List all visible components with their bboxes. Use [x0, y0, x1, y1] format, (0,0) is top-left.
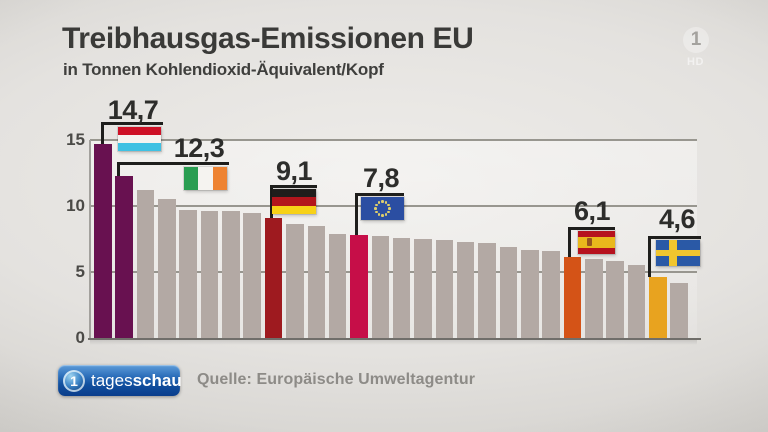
bar [606, 261, 624, 338]
callout-connector-horizontal [648, 236, 701, 239]
bar [179, 209, 197, 338]
bar [499, 246, 518, 338]
value-label-schweden: 4,6 [658, 204, 696, 234]
y-axis-tick-label: 15 [66, 130, 85, 149]
callout-connector-vertical [117, 162, 120, 176]
value-label-spanien: 6,1 [573, 196, 611, 226]
bar-eu [350, 235, 368, 338]
callout-connector-vertical [355, 193, 358, 236]
x-axis-baseline [88, 338, 701, 340]
bar [392, 237, 411, 338]
bar [328, 233, 347, 338]
tagesschau-logo: 1 tagesschau [58, 365, 182, 396]
bar [307, 225, 325, 338]
bar [414, 239, 432, 338]
callout-connector-vertical [101, 122, 104, 144]
value-label-deutschland: 9,1 [275, 156, 313, 186]
bar [243, 212, 261, 338]
callout-connector-vertical [568, 227, 571, 258]
callout-connector-vertical [648, 236, 651, 278]
page-subtitle: in Tonnen Kohlendioxid-Äquivalent/Kopf [63, 60, 384, 79]
bar [136, 190, 155, 338]
eu-flag-icon [361, 197, 404, 220]
bar [200, 211, 219, 338]
bar [670, 282, 688, 338]
das-erste-one-glyph: 1 [690, 29, 702, 50]
bar-deutschland [264, 217, 283, 338]
ard-logo-icon: 1 [63, 369, 85, 392]
page-title: Treibhausgas-Emissionen EU [62, 22, 474, 55]
value-label-irland: 12,3 [173, 133, 225, 163]
bar [371, 236, 390, 338]
value-label-luxemburg: 14,7 [107, 95, 159, 125]
bar [222, 211, 240, 338]
bar [286, 224, 304, 338]
bar-luxemburg [94, 143, 112, 338]
bar [435, 240, 454, 338]
callout-connector-horizontal [117, 162, 229, 165]
spain-flag-icon [578, 231, 615, 254]
bar [158, 199, 176, 338]
callout-connector-horizontal [270, 185, 317, 188]
y-axis-tick-label: 5 [75, 262, 85, 281]
hd-badge: HD [687, 56, 704, 68]
bar [456, 241, 475, 338]
germany-flag-icon [272, 189, 316, 214]
bar [627, 265, 646, 338]
y-axis-tick-label: 0 [75, 328, 85, 347]
bar-schweden [649, 277, 667, 338]
tagesschau-wordmark: tagesschau [91, 370, 182, 390]
y-axis-tick-label: 10 [66, 196, 85, 215]
callout-connector-horizontal [568, 227, 615, 230]
bar-irland [115, 175, 133, 338]
callout-connector-vertical [270, 185, 273, 218]
bar [542, 250, 560, 338]
ireland-flag-icon [184, 167, 227, 190]
bar [478, 242, 496, 338]
bar [521, 249, 539, 338]
value-label-eu: 7,8 [362, 163, 400, 193]
das-erste-channel-icon: 1 [683, 27, 709, 53]
bar-spanien [563, 257, 582, 338]
sweden-flag-icon [656, 240, 700, 266]
callout-connector-horizontal [355, 193, 404, 196]
source-caption: Quelle: Europäische Umweltagentur [197, 371, 476, 388]
baseline-shadow [90, 340, 697, 345]
gridline [90, 139, 697, 141]
y-axis-line [89, 140, 91, 338]
bar [585, 258, 603, 338]
callout-connector-horizontal [101, 122, 163, 125]
luxembourg-flag-icon [118, 127, 161, 151]
